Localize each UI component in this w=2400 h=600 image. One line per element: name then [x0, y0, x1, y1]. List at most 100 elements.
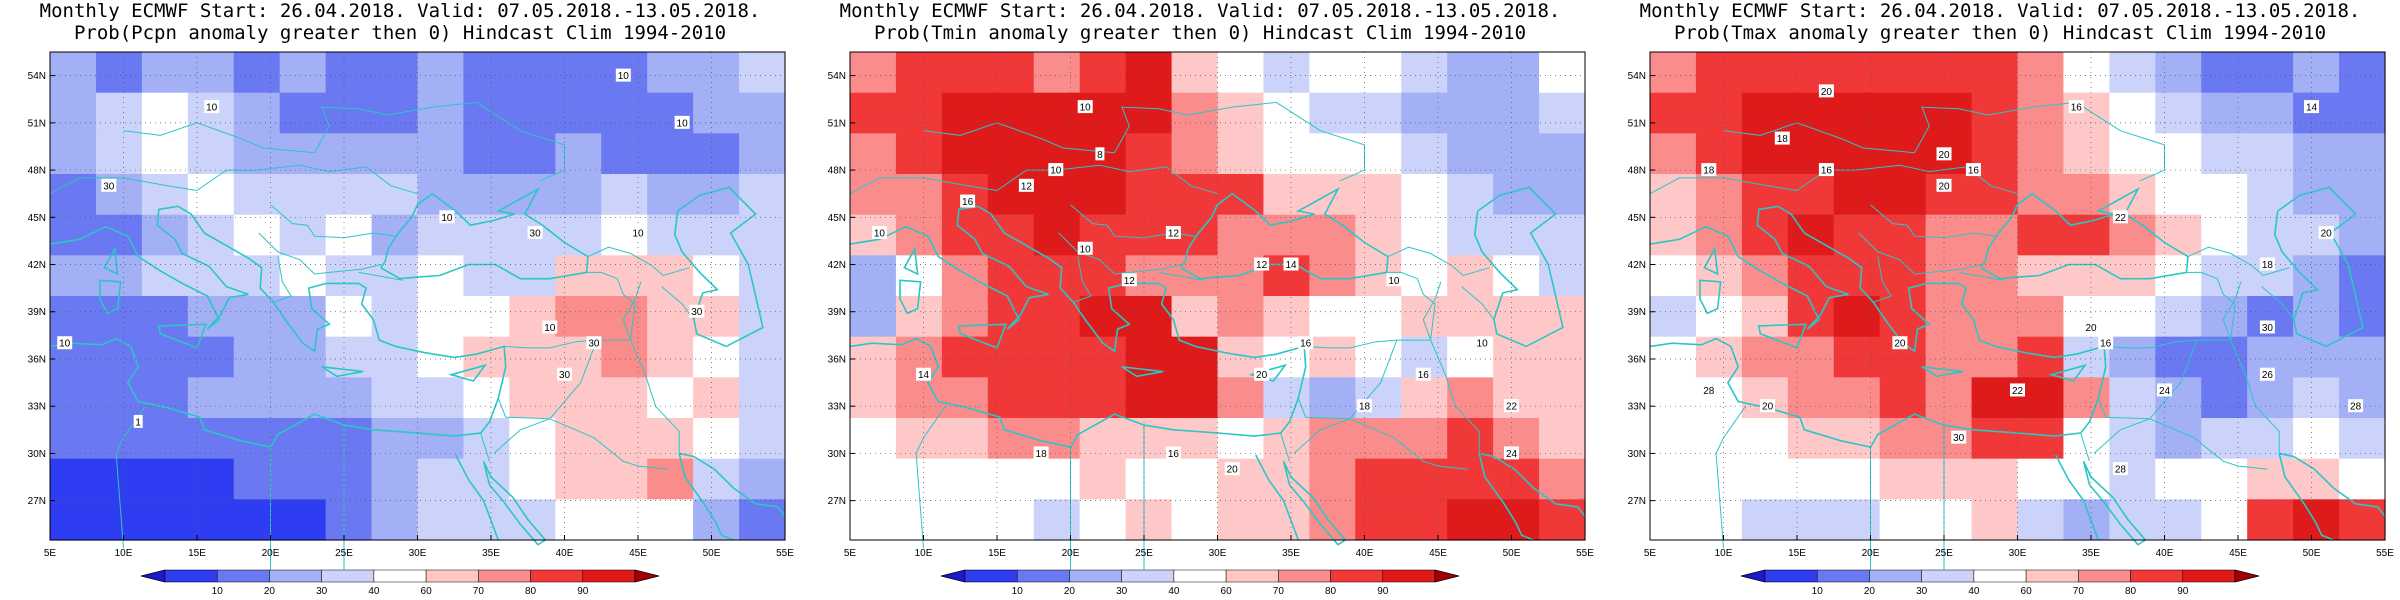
probability-cell: [509, 458, 556, 500]
probability-cell: [2339, 174, 2386, 216]
contour-label: 20: [1762, 402, 1774, 413]
contour-label: 16: [1168, 449, 1180, 460]
probability-cell: [1447, 214, 1494, 256]
lon-tick-label: 50E: [2303, 548, 2321, 559]
contour-label-box: [2010, 383, 2025, 397]
probability-cell: [693, 133, 740, 175]
probability-cell: [1879, 214, 1927, 256]
probability-cell: [1447, 92, 1494, 134]
coastline: [1980, 187, 2189, 280]
probability-cell: [601, 133, 648, 175]
colorbar-segment: [2025, 569, 2079, 583]
probability-cell: [601, 92, 648, 134]
country-border: [923, 101, 1365, 182]
probability-cell: [141, 133, 189, 175]
colorbar-label: 20: [264, 586, 276, 597]
probability-cell: [187, 499, 235, 541]
probability-cell: [1787, 92, 1835, 134]
probability-cell: [463, 458, 510, 500]
contour-label-box: [1892, 336, 1908, 350]
coastline: [1254, 454, 1300, 541]
probability-cell: [1741, 214, 1789, 256]
probability-cell: [1833, 336, 1881, 378]
probability-cell: [739, 336, 786, 378]
island-outline: [1921, 366, 1964, 378]
colorbar-label: 80: [1325, 586, 1337, 597]
probability-cell: [279, 133, 327, 175]
probability-cell: [555, 458, 602, 500]
probability-cell: [1925, 214, 1973, 256]
probability-cell: [1217, 92, 1265, 134]
contour-label: 28: [2115, 465, 2127, 476]
probability-cell: [941, 255, 989, 297]
contour-label-box: [1415, 367, 1431, 381]
probability-cell: [1309, 418, 1356, 460]
probability-cell: [325, 499, 373, 541]
probability-cell: [279, 418, 327, 460]
probability-cell: [1879, 255, 1927, 297]
probability-cell: [50, 52, 97, 94]
probability-cell: [233, 336, 281, 378]
probability-cell: [1787, 499, 1835, 541]
probability-cell: [1447, 418, 1494, 460]
probability-cell: [2017, 133, 2065, 175]
probability-cell: [2109, 174, 2156, 216]
colorbar-segment: [2130, 569, 2184, 583]
probability-cell: [1741, 255, 1789, 297]
probability-cell: [1539, 52, 1586, 94]
contour-label-box: [1018, 178, 1034, 192]
colorbar-segment: [1173, 569, 1227, 583]
probability-cell: [2293, 499, 2340, 541]
probability-cell: [325, 418, 373, 460]
probability-cell: [1833, 92, 1881, 134]
probability-cell: [850, 52, 897, 94]
lat-tick-label: 27N: [828, 496, 846, 507]
probability-cell: [1833, 458, 1881, 500]
probability-cell: [2293, 296, 2340, 338]
probability-cell: [233, 52, 281, 94]
colorbar-label: 80: [525, 586, 537, 597]
probability-cell: [1125, 296, 1173, 338]
probability-cell: [1355, 336, 1402, 378]
probability-cell: [1033, 214, 1081, 256]
probability-cell: [987, 214, 1035, 256]
probability-cell: [371, 458, 419, 500]
probability-cell: [1079, 52, 1127, 94]
coastline: [1479, 452, 1586, 517]
contour-label-box: [1818, 84, 1834, 98]
probability-cell: [279, 174, 327, 216]
colorbar-segment: [2078, 569, 2131, 583]
probability-cell: [2109, 418, 2156, 460]
probability-cell: [509, 52, 556, 94]
contour-label-box: [1357, 399, 1372, 413]
probability-cell: [141, 214, 189, 256]
country-border: [2187, 246, 2290, 277]
coastline: [2273, 186, 2364, 348]
probability-cell: [1125, 52, 1173, 94]
probability-cell: [555, 52, 602, 94]
lat-tick-label: 33N: [1628, 402, 1646, 413]
contour-label: 12: [1021, 181, 1033, 192]
probability-cell: [2201, 174, 2248, 216]
probability-cell: [1171, 52, 1219, 94]
probability-cell: [1925, 255, 1973, 297]
probability-cell: [1401, 499, 1448, 541]
contour-label: 24: [2159, 386, 2171, 397]
probability-cell: [417, 92, 465, 134]
lon-tick-label: 40E: [2156, 548, 2174, 559]
probability-cell: [850, 92, 897, 134]
contour-label: 10: [1477, 339, 1489, 350]
colorbar-segment: [269, 569, 322, 583]
contour-label-box: [1165, 446, 1181, 460]
country-border: [1723, 101, 2165, 182]
probability-cell: [141, 499, 189, 541]
probability-cell: [1741, 499, 1789, 541]
panel-title-line1: Monthly ECMWF Start: 26.04.2018. Valid: …: [39, 0, 761, 22]
probability-cell: [509, 174, 556, 216]
probability-cell: [1355, 458, 1402, 500]
contour-label: 12: [1124, 276, 1136, 287]
probability-cell: [739, 92, 786, 134]
probability-cell: [647, 52, 694, 94]
probability-cell: [2339, 336, 2386, 378]
probability-cell: [279, 377, 327, 419]
